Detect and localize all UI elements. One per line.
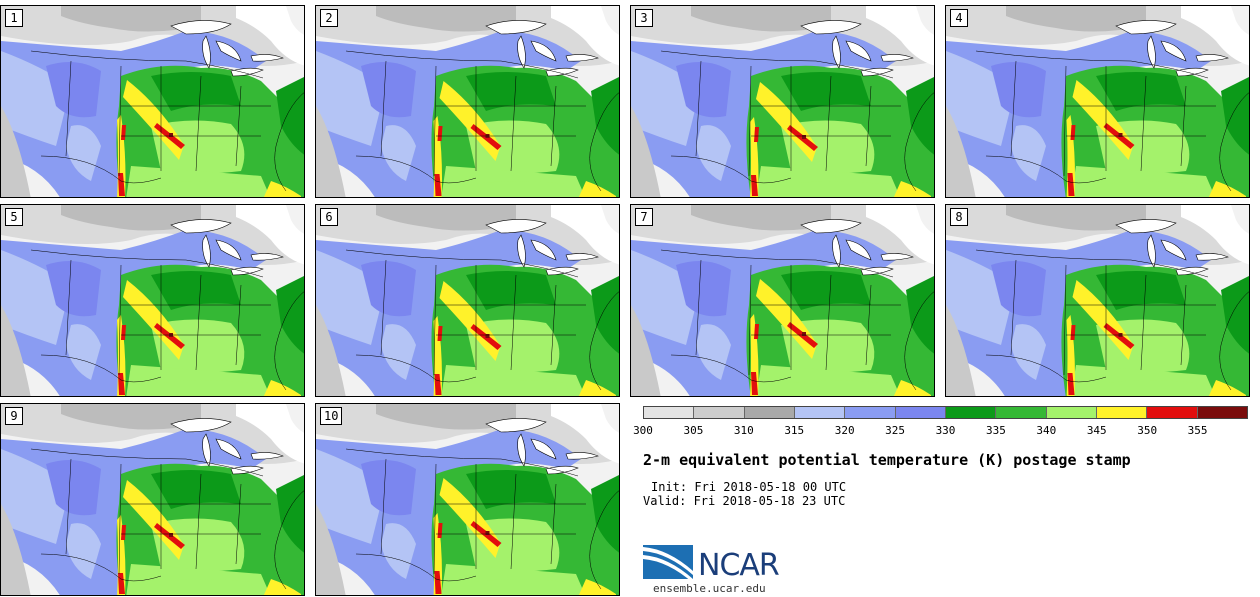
map-boundaries [660, 249, 934, 391]
map-great-lakes [485, 219, 599, 276]
ensemble-member-panel: 4 [945, 5, 1250, 198]
map-dryline [439, 81, 501, 161]
colorbar-swatch [1197, 407, 1247, 418]
map-great-lakes [170, 20, 284, 77]
colorbar-swatch [644, 407, 695, 418]
map-dryline [439, 281, 501, 361]
member-number-label: 6 [320, 208, 338, 226]
map-boundaries [345, 448, 619, 590]
member-number-label: 4 [950, 9, 968, 27]
colorbar-tick-label: 350 [1137, 424, 1158, 437]
colorbar-tick-label: 340 [1036, 424, 1057, 437]
map-boundaries [30, 448, 304, 590]
init-time: Init: Fri 2018-05-18 00 UTC [651, 480, 847, 494]
map-dryline [756, 82, 817, 162]
ensemble-member-panel: 9 [0, 403, 305, 596]
member-number-label: 8 [950, 208, 968, 226]
map-great-lakes [1115, 20, 1229, 77]
ensemble-member-panel: 6 [315, 204, 620, 397]
colorbar-swatch [744, 407, 795, 418]
member-number-label: 9 [5, 407, 23, 425]
ensemble-member-panel: 8 [945, 204, 1250, 397]
colorbar-tick-label: 305 [683, 424, 704, 437]
map-great-lakes [800, 20, 914, 77]
valid-time: Valid: Fri 2018-05-18 23 UTC [643, 494, 846, 508]
colorbar-tick-label: 330 [935, 424, 956, 437]
map-boundaries [975, 50, 1249, 192]
ncar-logo [643, 545, 693, 583]
site-url: ensemble.ucar.edu [653, 582, 766, 595]
member-number-label: 7 [635, 208, 653, 226]
map-great-lakes [485, 418, 599, 475]
map-boundaries [30, 50, 304, 192]
colorbar-swatch [845, 407, 896, 418]
colorbar-tick-label: 315 [784, 424, 805, 437]
colorbar-swatch [1147, 407, 1198, 418]
colorbar-swatch [945, 407, 997, 418]
map-boundaries [975, 249, 1249, 391]
ensemble-member-panel: 2 [315, 5, 620, 198]
map-dryline [756, 279, 817, 359]
map-dryline [123, 280, 184, 360]
colorbar-tick-label: 300 [633, 424, 653, 437]
map-boundaries [660, 50, 934, 192]
member-number-label: 5 [5, 208, 23, 226]
chart-title: 2-m equivalent potential temperature (K)… [643, 451, 1131, 469]
colorbar-swatch [694, 407, 745, 418]
map-boundaries [30, 249, 304, 391]
ensemble-member-panel: 3 [630, 5, 935, 198]
ensemble-member-panel: 1 [0, 5, 305, 198]
colorbar-swatch [794, 407, 846, 418]
colorbar-tick-label: 335 [985, 424, 1006, 437]
colorbar-swatch [895, 407, 946, 418]
map-dryline [439, 478, 501, 558]
map-boundaries [345, 50, 619, 192]
member-number-label: 3 [635, 9, 653, 27]
ncar-logo-text: NCAR [698, 548, 780, 583]
colorbar-swatch [1096, 407, 1148, 418]
colorbar [643, 406, 1248, 419]
map-great-lakes [170, 219, 284, 276]
map-dryline [1072, 280, 1134, 360]
colorbar-tick-label: 325 [885, 424, 906, 437]
map-great-lakes [1115, 219, 1229, 276]
ensemble-member-panel: 7 [630, 204, 935, 397]
map-dryline [1072, 80, 1134, 160]
colorbar-tick-label: 310 [733, 424, 754, 437]
colorbar-swatch [996, 407, 1047, 418]
member-number-label: 10 [320, 407, 343, 425]
colorbar-swatch [1046, 407, 1097, 418]
map-boundaries [345, 249, 619, 391]
map-dryline [123, 80, 184, 160]
map-dryline [123, 480, 184, 560]
colorbar-tick-label: 345 [1086, 424, 1107, 437]
member-number-label: 2 [320, 9, 338, 27]
colorbar-tick-label: 355 [1187, 424, 1208, 437]
map-great-lakes [800, 219, 914, 276]
colorbar-tick-labels: 300 305 310 315 320 325 330 335 340 345 350 355 [633, 424, 1248, 438]
map-great-lakes [485, 20, 599, 77]
map-great-lakes [170, 418, 284, 475]
member-number-label: 1 [5, 9, 23, 27]
ensemble-member-panel: 10 [315, 403, 620, 596]
ensemble-member-panel: 5 [0, 204, 305, 397]
colorbar-tick-label: 320 [834, 424, 855, 437]
